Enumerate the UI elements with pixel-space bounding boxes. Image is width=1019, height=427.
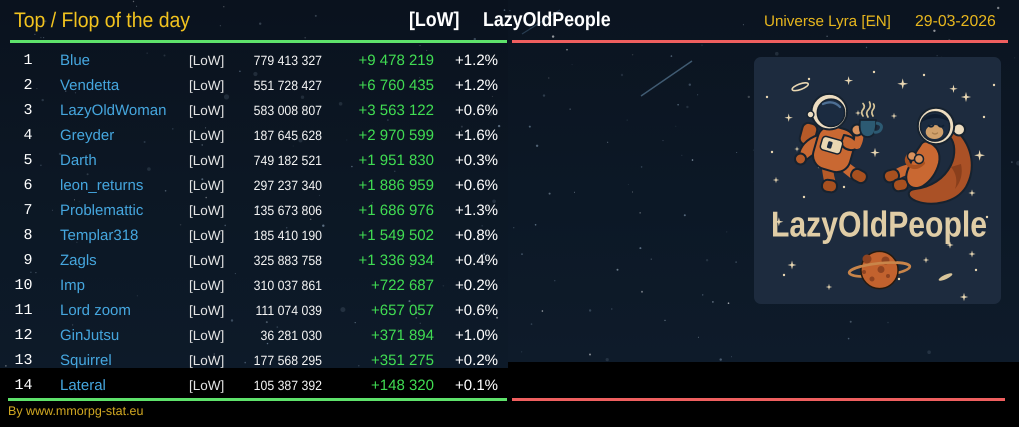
svg-text:LazyOldPeople: LazyOldPeople xyxy=(771,204,987,245)
